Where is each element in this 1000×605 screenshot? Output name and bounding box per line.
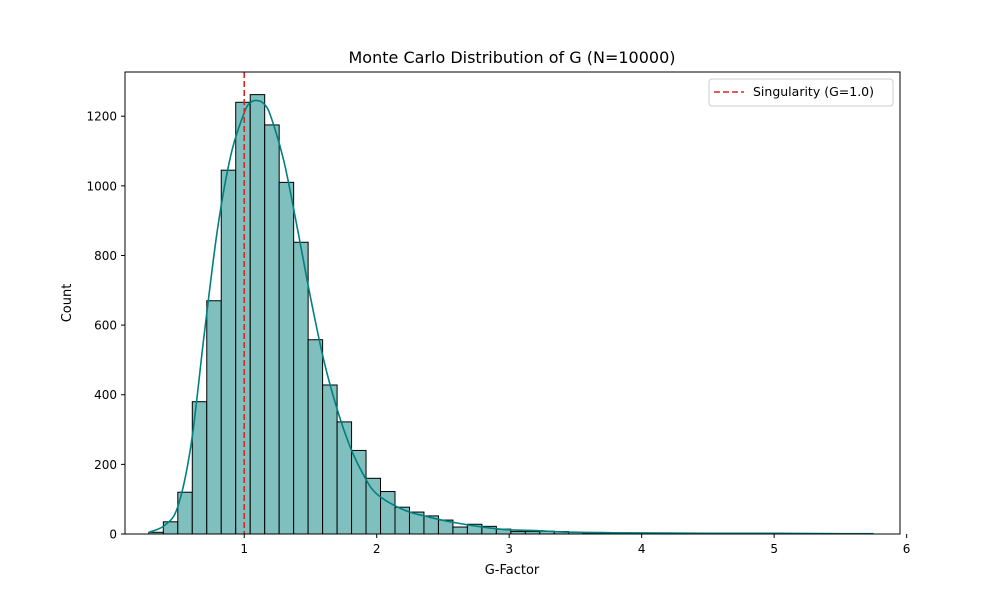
histogram-bar xyxy=(250,95,264,534)
y-tick-label: 0 xyxy=(109,528,117,542)
histogram-bar xyxy=(236,102,250,534)
histogram-bar xyxy=(337,422,351,534)
x-axis-label: G-Factor xyxy=(485,563,540,578)
x-tick-label: 1 xyxy=(240,542,248,556)
histogram-bar xyxy=(366,478,380,534)
y-tick-label: 1200 xyxy=(86,110,117,124)
x-tick-label: 3 xyxy=(505,542,513,556)
histogram-bar xyxy=(294,242,308,534)
chart-title: Monte Carlo Distribution of G (N=10000) xyxy=(349,48,676,67)
histogram-bar xyxy=(265,125,279,534)
x-tick-label: 4 xyxy=(638,542,646,556)
histogram-bar xyxy=(352,450,366,534)
legend-reference-label: Singularity (G=1.0) xyxy=(753,84,874,99)
legend: Singularity (G=1.0) xyxy=(709,79,893,106)
y-tick-label: 800 xyxy=(94,249,117,263)
y-tick-label: 200 xyxy=(94,458,117,472)
x-tick-label: 5 xyxy=(770,542,778,556)
x-tick-label: 6 xyxy=(903,542,911,556)
histogram-bar xyxy=(279,182,293,534)
histogram-bar xyxy=(221,170,235,534)
y-tick-label: 600 xyxy=(94,319,117,333)
y-tick-label: 1000 xyxy=(86,179,117,193)
y-tick-label: 400 xyxy=(94,388,117,402)
histogram-bar xyxy=(207,301,221,534)
x-tick-label: 2 xyxy=(373,542,381,556)
histogram-bar xyxy=(453,527,467,534)
y-axis-label: Count xyxy=(60,284,75,323)
histogram-bar xyxy=(308,340,322,534)
histogram-bar xyxy=(323,385,337,534)
